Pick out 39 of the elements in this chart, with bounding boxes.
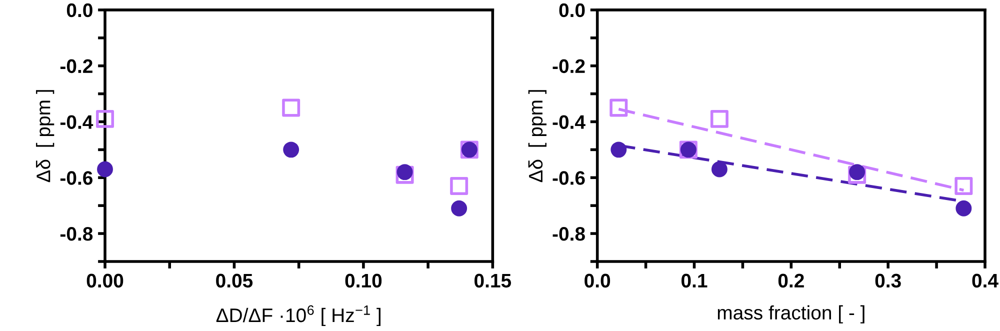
x-axis-title: ΔD/ΔF ·10$^{6}$ [ Hz$^{−1}$ ] bbox=[216, 305, 380, 326]
y-tick-label: -0.4 bbox=[60, 115, 94, 129]
y-tick-label: -0.6 bbox=[60, 171, 92, 185]
point bbox=[710, 110, 728, 128]
point bbox=[283, 142, 300, 158]
y-tick-label: -0.8 bbox=[60, 227, 93, 241]
y-tick-label: -0.2 bbox=[60, 59, 92, 74]
x-tick-label: 0.0 bbox=[584, 274, 610, 288]
point bbox=[610, 98, 628, 117]
point bbox=[956, 200, 972, 216]
x-tick-label: 0.4 bbox=[972, 274, 998, 288]
y-axis-title: Δδ [ ppm ] bbox=[528, 90, 546, 182]
y-axis-title: Δδ [ ppm ] bbox=[36, 90, 54, 182]
point bbox=[450, 177, 468, 196]
point bbox=[848, 166, 866, 184]
y-tick-label: -0.4 bbox=[552, 115, 586, 129]
point bbox=[610, 142, 627, 158]
point bbox=[849, 164, 866, 180]
y-tick-label: -0.2 bbox=[552, 59, 585, 74]
x-tick-label: 0.1 bbox=[682, 274, 708, 288]
x-tick-label: 0.00 bbox=[86, 274, 124, 288]
y-tick-label: 0.0 bbox=[559, 3, 585, 18]
point bbox=[711, 161, 728, 178]
point bbox=[96, 110, 114, 128]
point bbox=[396, 164, 413, 180]
x-tick-label: 0.10 bbox=[345, 274, 382, 288]
y-tick-label: -0.8 bbox=[552, 227, 585, 241]
point bbox=[282, 98, 300, 117]
x-tick-label: 0.3 bbox=[875, 274, 901, 288]
point bbox=[97, 161, 113, 178]
y-tick-label: -0.6 bbox=[552, 171, 585, 185]
x-axis-title: mass fraction [ - ] bbox=[718, 305, 864, 324]
point bbox=[396, 166, 414, 184]
point bbox=[954, 177, 973, 196]
y-tick-label: 0.0 bbox=[66, 3, 92, 18]
point bbox=[451, 200, 468, 216]
x-tick-label: 0.15 bbox=[474, 274, 512, 288]
x-tick-label: 0.05 bbox=[216, 274, 253, 288]
x-tick-label: 0.2 bbox=[778, 274, 804, 288]
